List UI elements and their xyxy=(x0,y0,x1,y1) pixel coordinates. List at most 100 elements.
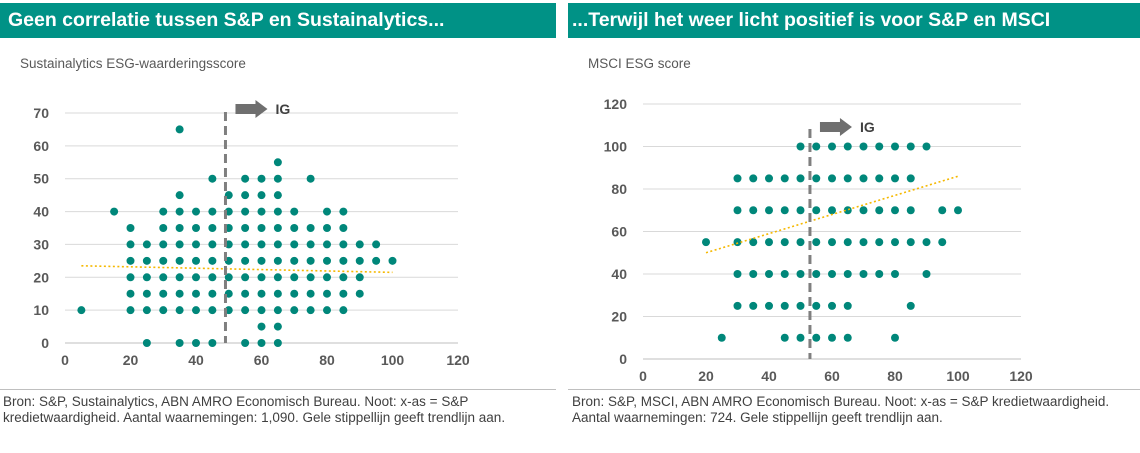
left-data-point xyxy=(290,224,299,232)
left-data-point xyxy=(273,174,282,183)
left-data-point xyxy=(142,240,151,249)
right-data-point xyxy=(749,174,758,183)
left-x-tick-label: 80 xyxy=(319,352,335,368)
left-data-point xyxy=(192,273,200,282)
left-data-point xyxy=(126,240,135,249)
left-data-point xyxy=(175,191,184,200)
right-data-point xyxy=(733,270,742,278)
right-data-point xyxy=(749,301,758,310)
left-x-tick-label: 120 xyxy=(446,352,470,368)
left-data-point xyxy=(175,224,184,232)
left-data-point xyxy=(323,224,331,232)
left-data-point xyxy=(306,224,315,232)
right-chart-title: ...Terwijl het weer licht positief is vo… xyxy=(568,3,1140,38)
right-x-tick-label: 80 xyxy=(887,368,903,384)
right-data-point xyxy=(765,206,773,215)
left-data-point xyxy=(175,240,184,249)
right-data-point xyxy=(843,206,852,215)
left-data-point xyxy=(355,256,364,265)
left-chart-title: Geen correlatie tussen S&P en Sustainaly… xyxy=(0,3,556,38)
left-data-point xyxy=(257,256,266,265)
left-ig-label: IG xyxy=(275,101,290,117)
right-y-tick-label: 60 xyxy=(611,224,627,240)
left-data-point xyxy=(208,289,217,298)
right-data-point xyxy=(828,333,836,342)
left-data-point xyxy=(126,224,135,232)
right-data-point xyxy=(875,270,884,278)
right-data-point xyxy=(812,206,821,215)
left-data-point xyxy=(257,289,266,298)
left-trendline xyxy=(81,264,393,274)
left-data-point xyxy=(77,306,86,315)
right-data-point xyxy=(843,174,852,183)
left-source-divider xyxy=(0,389,556,390)
right-data-point xyxy=(875,206,884,215)
right-data-point xyxy=(843,270,852,278)
left-data-point xyxy=(126,273,135,282)
right-ig-arrow-icon xyxy=(819,118,852,136)
left-data-point xyxy=(126,306,135,315)
left-data-point xyxy=(126,289,135,298)
left-data-point xyxy=(273,273,282,282)
right-y-tick-label: 40 xyxy=(611,266,627,282)
left-data-point xyxy=(192,224,200,232)
left-data-point xyxy=(192,240,200,249)
right-data-point xyxy=(796,238,805,247)
left-y-tick-label: 30 xyxy=(33,236,49,252)
left-data-point xyxy=(273,158,282,167)
right-data-point xyxy=(765,174,773,183)
right-x-tick-label: 100 xyxy=(946,368,970,384)
left-data-point xyxy=(175,256,184,265)
right-data-point xyxy=(938,238,947,247)
right-data-point xyxy=(843,301,852,310)
right-data-point xyxy=(828,174,836,183)
left-scatter-plot: 0 10 20 30 40 50 60 70 0 20 40 60 80 100 120 IG xyxy=(33,100,470,368)
left-data-point xyxy=(372,240,381,249)
right-data-point xyxy=(796,270,805,278)
left-data-point xyxy=(241,289,250,298)
right-data-point xyxy=(843,333,852,342)
right-data-point xyxy=(828,270,836,278)
left-data-point xyxy=(323,289,331,298)
left-data-point xyxy=(273,224,282,232)
left-data-point xyxy=(159,224,168,232)
right-data-point xyxy=(765,270,773,278)
right-data-point xyxy=(859,206,868,215)
left-x-tick-label: 40 xyxy=(188,352,204,368)
left-data-point xyxy=(339,240,348,249)
left-data-point xyxy=(339,306,348,315)
left-data-point xyxy=(339,207,348,216)
left-data-point xyxy=(142,256,151,265)
left-y-tick-label: 60 xyxy=(33,138,49,154)
left-data-point xyxy=(339,289,348,298)
left-data-point xyxy=(192,339,200,347)
left-data-point xyxy=(241,273,250,282)
right-x-tick-label: 20 xyxy=(698,368,714,384)
left-data-point xyxy=(355,289,364,298)
left-data-point xyxy=(142,306,151,315)
left-data-point xyxy=(257,174,266,183)
left-data-point xyxy=(208,273,217,282)
left-data-point xyxy=(257,191,266,200)
right-data-point xyxy=(749,270,758,278)
right-data-point xyxy=(906,174,915,183)
right-data-point xyxy=(733,174,742,183)
left-data-point xyxy=(290,289,299,298)
left-ig-arrow-icon xyxy=(235,100,268,118)
left-data-point xyxy=(339,256,348,265)
left-data-point xyxy=(241,256,250,265)
left-x-tick-label: 100 xyxy=(381,352,405,368)
right-data-point xyxy=(954,206,962,215)
right-data-point xyxy=(859,142,868,151)
right-data-point xyxy=(922,270,931,278)
left-data-point xyxy=(192,207,200,216)
left-data-point xyxy=(241,306,250,315)
right-data-point xyxy=(796,333,805,342)
right-x-tick-label: 60 xyxy=(824,368,840,384)
left-data-point xyxy=(273,306,282,315)
left-data-point xyxy=(339,273,348,282)
right-data-point xyxy=(922,142,931,151)
left-data-point xyxy=(257,306,266,315)
right-data-point xyxy=(780,333,789,342)
left-data-point xyxy=(175,306,184,315)
